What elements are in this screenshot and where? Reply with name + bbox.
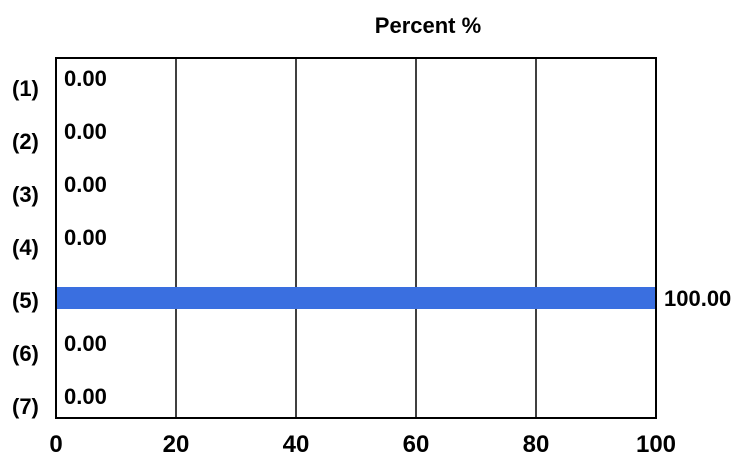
- gridlines: [175, 58, 537, 418]
- bars: [56, 287, 656, 309]
- category-label-7: (7): [12, 394, 39, 419]
- value-label-3: 0.00: [64, 172, 107, 197]
- category-label-6: (6): [12, 341, 39, 366]
- value-labels: 0.00 0.00 0.00 0.00 100.00 0.00 0.00: [64, 66, 731, 409]
- x-tick-label-100: 100: [636, 431, 676, 458]
- value-label-1: 0.00: [64, 66, 107, 91]
- value-label-2: 0.00: [64, 119, 107, 144]
- category-labels: (1) (2) (3) (4) (5) (6) (7): [12, 76, 39, 419]
- chart-title: Percent %: [375, 13, 481, 38]
- x-tick-label-0: 0: [49, 431, 62, 458]
- value-label-4: 0.00: [64, 225, 107, 250]
- category-label-5: (5): [12, 288, 39, 313]
- value-label-6: 0.00: [64, 331, 107, 356]
- category-label-4: (4): [12, 235, 39, 260]
- x-tick-label-40: 40: [283, 431, 310, 458]
- category-label-2: (2): [12, 129, 39, 154]
- category-label-1: (1): [12, 76, 39, 101]
- x-axis-ticks: 0 20 40 60 80 100: [49, 431, 676, 458]
- value-label-7: 0.00: [64, 384, 107, 409]
- x-tick-label-80: 80: [523, 431, 550, 458]
- value-label-5: 100.00: [664, 286, 731, 311]
- category-label-3: (3): [12, 182, 39, 207]
- plot-frame: [55, 57, 657, 419]
- x-tick-label-60: 60: [403, 431, 430, 458]
- x-tick-label-20: 20: [163, 431, 190, 458]
- bar-5: [56, 287, 656, 309]
